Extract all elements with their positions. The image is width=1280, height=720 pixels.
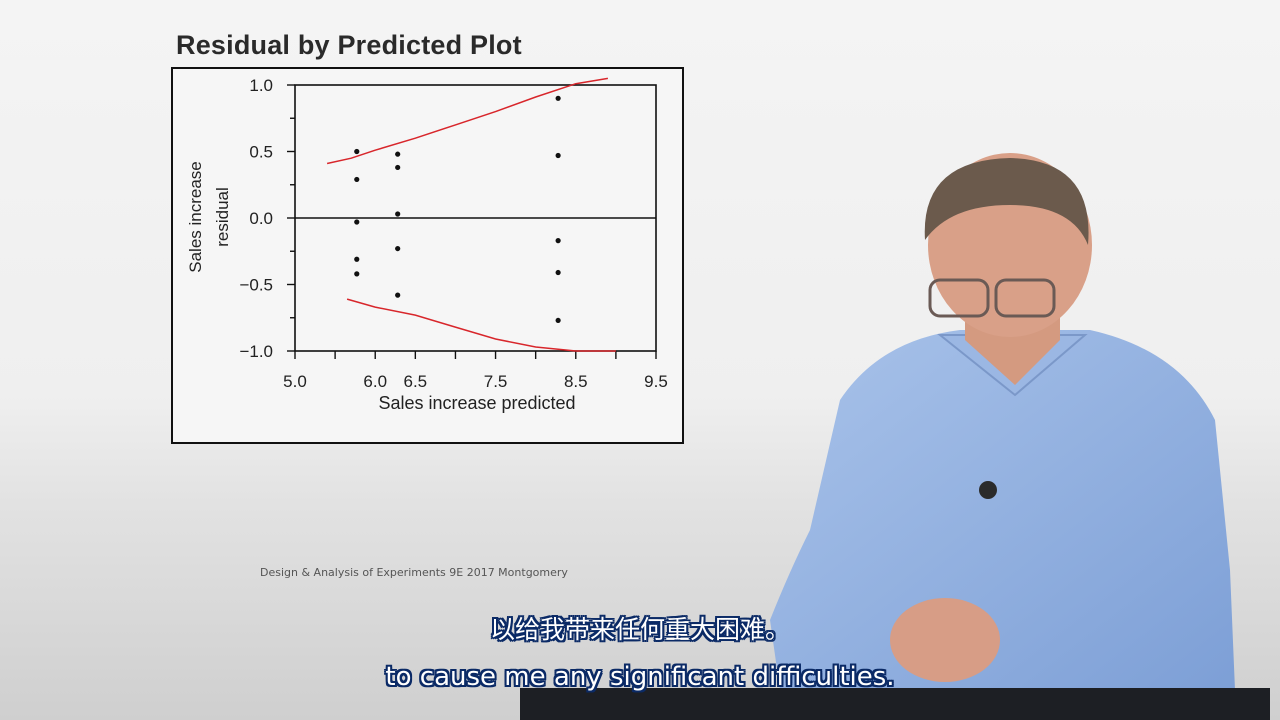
y-tick-label: −0.5	[239, 276, 273, 295]
residual-point	[395, 211, 401, 217]
chart-title: Residual by Predicted Plot	[176, 30, 522, 60]
presenter-glasses-left	[928, 278, 990, 318]
figure-frame	[171, 67, 684, 444]
x-tick-label: 9.5	[644, 372, 668, 391]
residual-point	[555, 95, 561, 101]
y-axis-label: Sales increase residual	[186, 161, 232, 273]
residual-point	[555, 317, 561, 324]
presenter-hair	[924, 158, 1089, 245]
presenter-glasses-right	[994, 278, 1056, 318]
x-tick-label: 7.5	[484, 372, 508, 391]
residual-point	[354, 256, 360, 262]
presenter-hand	[890, 598, 1000, 682]
y-tick-label: −1.0	[239, 342, 273, 361]
x-tick-label: 6.0	[363, 372, 387, 391]
confidence-bands	[326, 77, 616, 352]
slide-credit: Design & Analysis of Experiments 9E 2017…	[260, 566, 568, 579]
residual-points	[354, 95, 561, 324]
presenter-figure	[770, 153, 1235, 690]
subtitle-chinese: 以给我带来任何重大困难。	[489, 615, 790, 644]
residual-point	[354, 271, 360, 277]
presenter-shirt	[770, 330, 1235, 690]
y-axis-label-line2: residual	[213, 187, 232, 247]
y-axis-label-line1: Sales increase	[186, 161, 205, 273]
x-tick-label: 5.0	[283, 372, 307, 391]
upper-band-line	[326, 77, 609, 165]
x-tick-label: 6.5	[404, 372, 428, 391]
y-tick-label: 0.5	[249, 143, 273, 162]
y-tick-label: 0.0	[249, 209, 273, 228]
lower-band-line	[346, 298, 616, 352]
axis-tick-labels: 1.0 0.5 0.0 −0.5 −1.0 5.0 6.0 6.5 7.5 8.5 9.5	[239, 76, 667, 391]
lapel-microphone-icon	[979, 481, 997, 499]
subtitle-english: to cause me any significant difficulties…	[385, 662, 895, 692]
y-tick-label: 1.0	[249, 76, 273, 95]
podium	[520, 688, 1270, 720]
residual-point	[354, 176, 360, 183]
residual-point	[555, 238, 561, 244]
residual-point	[395, 151, 401, 157]
residual-point	[555, 152, 561, 159]
x-tick-label: 8.5	[564, 372, 588, 391]
residual-point	[395, 292, 401, 298]
residual-point	[555, 269, 561, 276]
residual-point	[395, 245, 401, 252]
residual-point	[354, 148, 360, 155]
residual-point	[354, 219, 360, 225]
x-axis-label: Sales increase predicted	[378, 393, 575, 413]
axis-ticks	[287, 84, 657, 359]
residual-point	[395, 164, 401, 171]
